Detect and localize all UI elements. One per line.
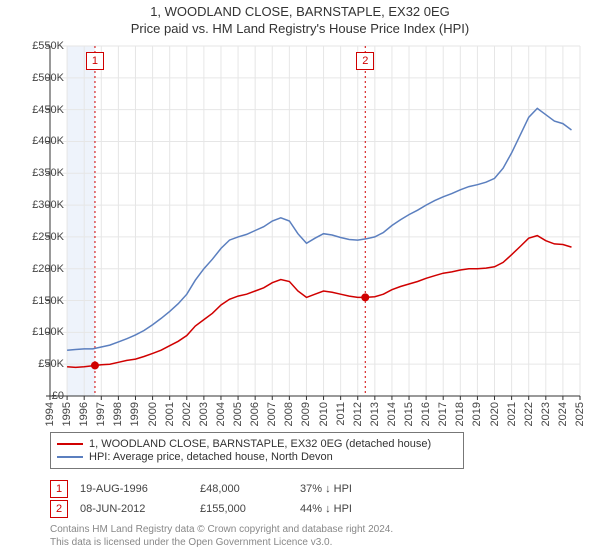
x-tick-label: 2021 <box>506 402 518 426</box>
x-tick-label: 2016 <box>420 402 432 426</box>
x-tick-label: 1995 <box>61 402 73 426</box>
legend-label: HPI: Average price, detached house, Nort… <box>89 451 333 463</box>
x-tick-label: 2025 <box>574 402 586 426</box>
x-tick-label: 1998 <box>112 402 124 426</box>
legend-swatch <box>57 443 83 445</box>
sale-row: 1 19-AUG-1996£48,00037% ↓ HPI <box>50 480 420 498</box>
x-tick-label: 2000 <box>147 402 159 426</box>
x-tick-label: 2009 <box>300 402 312 426</box>
x-tick-label: 2018 <box>454 402 466 426</box>
legend-swatch <box>57 456 83 458</box>
y-tick-label: £500K <box>20 72 64 84</box>
x-tick-label: 2006 <box>249 402 261 426</box>
x-tick-label: 2005 <box>232 402 244 426</box>
x-tick-label: 2004 <box>215 402 227 426</box>
sales-table: 1 19-AUG-1996£48,00037% ↓ HPI 2 08-JUN-2012… <box>50 478 420 520</box>
footnote-line2: This data is licensed under the Open Gov… <box>50 537 393 550</box>
event-marker: 1 <box>86 52 104 70</box>
y-tick-label: £150K <box>20 295 64 307</box>
x-tick-label: 2020 <box>489 402 501 426</box>
x-tick-label: 2001 <box>164 402 176 426</box>
x-tick-label: 2003 <box>198 402 210 426</box>
chart-svg <box>45 44 585 404</box>
sale-price: £48,000 <box>200 483 300 495</box>
y-tick-label: £250K <box>20 231 64 243</box>
x-tick-label: 2011 <box>335 402 347 426</box>
y-tick-label: £100K <box>20 326 64 338</box>
sale-hpi: 44% ↓ HPI <box>300 503 420 515</box>
x-tick-label: 2008 <box>283 402 295 426</box>
x-tick-label: 2007 <box>266 402 278 426</box>
x-tick-label: 2010 <box>318 402 330 426</box>
legend-label: 1, WOODLAND CLOSE, BARNSTAPLE, EX32 0EG … <box>89 438 431 450</box>
sale-date: 08-JUN-2012 <box>80 503 200 515</box>
legend-item: HPI: Average price, detached house, Nort… <box>57 451 457 463</box>
x-tick-label: 2015 <box>403 402 415 426</box>
event-marker: 2 <box>356 52 374 70</box>
page-title: 1, WOODLAND CLOSE, BARNSTAPLE, EX32 0EG <box>0 4 600 19</box>
page-subtitle: Price paid vs. HM Land Registry's House … <box>0 21 600 36</box>
x-tick-label: 2014 <box>386 402 398 426</box>
y-tick-label: £350K <box>20 167 64 179</box>
sale-marker: 1 <box>50 480 68 498</box>
x-tick-label: 1996 <box>78 402 90 426</box>
y-tick-label: £0 <box>20 390 64 402</box>
footnote-line1: Contains HM Land Registry data © Crown c… <box>50 524 393 537</box>
x-tick-label: 2022 <box>523 402 535 426</box>
y-tick-label: £200K <box>20 263 64 275</box>
x-tick-label: 2024 <box>557 402 569 426</box>
y-tick-label: £400K <box>20 135 64 147</box>
footnote: Contains HM Land Registry data © Crown c… <box>50 524 393 549</box>
x-tick-label: 1999 <box>129 402 141 426</box>
y-tick-label: £450K <box>20 104 64 116</box>
x-tick-label: 2017 <box>437 402 449 426</box>
y-tick-label: £50K <box>20 358 64 370</box>
sale-date: 19-AUG-1996 <box>80 483 200 495</box>
x-tick-label: 2012 <box>352 402 364 426</box>
price-chart <box>50 46 580 396</box>
y-tick-label: £300K <box>20 199 64 211</box>
sale-marker: 2 <box>50 500 68 518</box>
x-tick-label: 2013 <box>369 402 381 426</box>
sale-price: £155,000 <box>200 503 300 515</box>
x-tick-label: 1994 <box>44 402 56 426</box>
legend-item: 1, WOODLAND CLOSE, BARNSTAPLE, EX32 0EG … <box>57 438 457 450</box>
legend: 1, WOODLAND CLOSE, BARNSTAPLE, EX32 0EG … <box>50 432 464 469</box>
y-tick-label: £550K <box>20 40 64 52</box>
x-tick-label: 2002 <box>181 402 193 426</box>
x-tick-label: 1997 <box>95 402 107 426</box>
sale-row: 2 08-JUN-2012£155,00044% ↓ HPI <box>50 500 420 518</box>
sale-hpi: 37% ↓ HPI <box>300 483 420 495</box>
x-tick-label: 2019 <box>471 402 483 426</box>
x-tick-label: 2023 <box>540 402 552 426</box>
